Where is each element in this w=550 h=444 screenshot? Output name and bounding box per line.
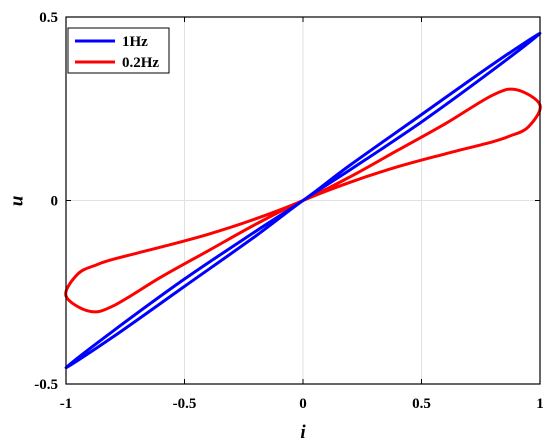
x-tick-label: 0 xyxy=(299,396,307,412)
x-tick-label: 0.5 xyxy=(412,396,431,412)
x-tick-label: 1 xyxy=(536,396,544,412)
legend-label-0-2hz: 0.2Hz xyxy=(122,55,159,71)
legend: 1Hz 0.2Hz xyxy=(67,27,170,74)
y-tick-label: 0 xyxy=(51,194,59,210)
x-tick-label: -1 xyxy=(60,396,73,412)
series-layer xyxy=(64,32,542,369)
x-tick-label: -0.5 xyxy=(173,396,197,412)
x-axis-label: i xyxy=(300,422,306,443)
y-tick-label: -0.5 xyxy=(34,377,58,393)
y-tick-label: 0.5 xyxy=(39,10,58,26)
tick-layer: -1 -0.5 0 0.5 1-0.500.5 xyxy=(34,10,544,412)
series-1hz-curve xyxy=(64,32,542,369)
legend-label-1hz: 1Hz xyxy=(122,34,148,50)
y-axis-label: u xyxy=(6,196,27,207)
legend-box xyxy=(67,27,170,74)
